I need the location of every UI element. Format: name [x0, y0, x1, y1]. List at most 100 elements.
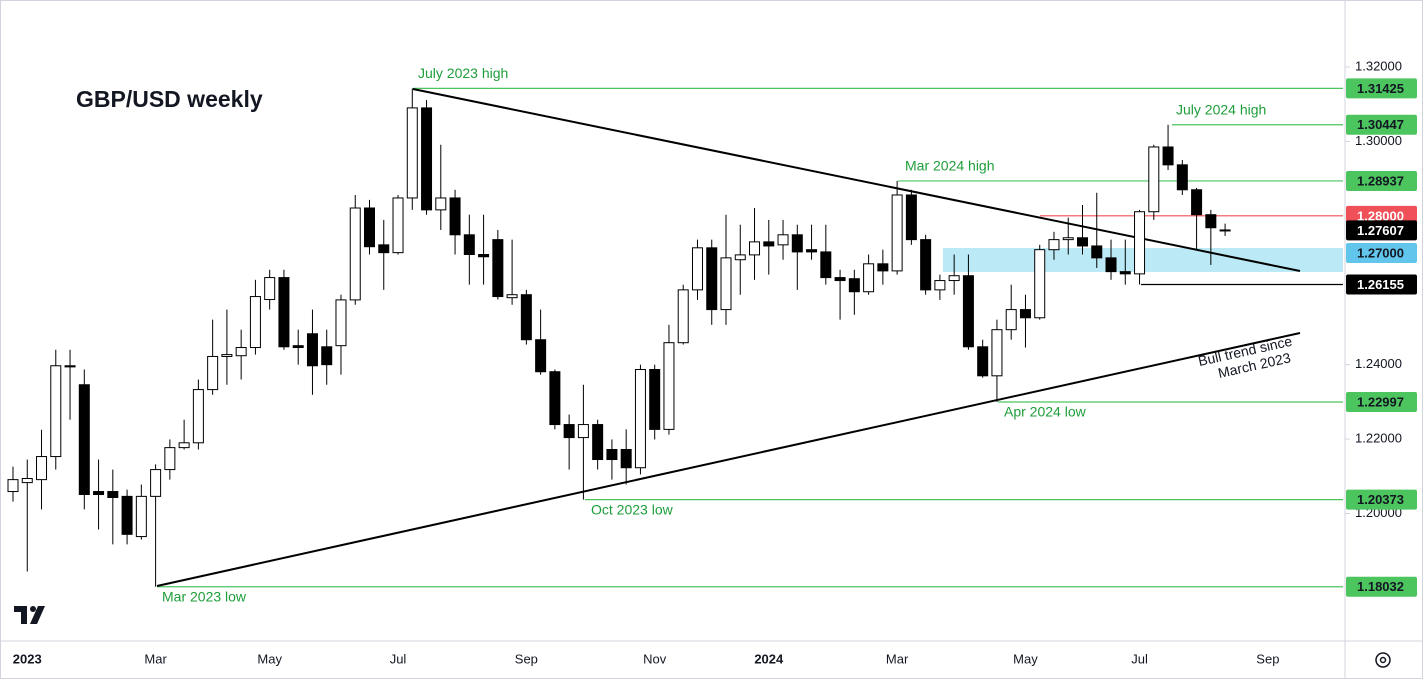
candle-body	[21, 478, 33, 484]
candle-body	[1105, 257, 1117, 273]
candle-body	[606, 448, 618, 461]
levels: July 2023 high July 2024 high Mar 2024 hig…	[157, 65, 1343, 604]
candle-body	[392, 197, 404, 254]
candle-body	[677, 289, 689, 344]
candle-body	[663, 342, 675, 430]
candle-body	[1019, 309, 1031, 319]
candle-body	[848, 278, 860, 293]
candle-body	[107, 491, 119, 498]
candle-body	[634, 368, 646, 469]
candle-body	[135, 495, 147, 538]
price-label-box	[1346, 243, 1417, 264]
candles	[7, 88, 1231, 587]
candle-body	[435, 197, 447, 211]
candle-body	[292, 345, 304, 349]
price-label-box	[1346, 576, 1417, 597]
price-label: 1.28937	[1357, 173, 1404, 188]
price-label: 1.30447	[1357, 117, 1404, 132]
price-label: 1.20373	[1357, 492, 1404, 507]
candle-body	[235, 347, 247, 357]
price-label-box	[1346, 274, 1417, 295]
candle-body	[463, 234, 475, 256]
price-label-box	[1346, 170, 1417, 191]
candle-body	[1062, 237, 1074, 241]
candle-body	[734, 254, 746, 261]
price-label-box	[1346, 391, 1417, 412]
candle-body	[834, 277, 846, 282]
candle-body	[93, 491, 105, 496]
candle-body	[1091, 245, 1103, 259]
candle-body	[7, 479, 19, 493]
candle-body	[78, 384, 90, 496]
x-tick-label: Mar	[144, 651, 167, 666]
candle-body	[378, 244, 390, 254]
candle-body	[549, 371, 561, 426]
candle-body	[920, 239, 932, 291]
candle-body	[264, 277, 276, 301]
x-tick-label: Mar	[886, 651, 909, 666]
price-label-box	[1346, 220, 1417, 241]
candle-body	[478, 254, 490, 258]
candle-body	[121, 495, 133, 535]
candle-body	[934, 280, 946, 291]
price-label: 1.18032	[1357, 579, 1404, 594]
candle-body	[577, 424, 589, 439]
candle-body	[777, 234, 789, 246]
y-tick-label: 1.22000	[1355, 431, 1402, 446]
price-label-box	[1346, 114, 1417, 135]
candle-body	[763, 241, 775, 247]
y-tick-label: 1.24000	[1355, 356, 1402, 371]
candle-body	[791, 234, 803, 253]
candle-body	[306, 333, 318, 367]
candle-body	[150, 469, 162, 497]
price-label: 1.27607	[1357, 223, 1404, 238]
candle-body	[948, 275, 960, 282]
candle-body	[192, 389, 204, 444]
candle-body	[1077, 237, 1088, 247]
candle-body	[806, 249, 818, 253]
x-tick-label: May	[1013, 651, 1038, 666]
candle-body	[1119, 271, 1131, 275]
price-label: 1.26155	[1357, 277, 1404, 292]
x-tick-label: May	[257, 651, 282, 666]
x-tick-label: Sep	[1256, 651, 1279, 666]
candle-body	[321, 346, 333, 366]
candle-body	[50, 365, 62, 458]
candle-body	[1162, 146, 1174, 166]
candle-body	[962, 275, 974, 348]
candle-body	[1134, 211, 1146, 275]
candle-body	[349, 207, 361, 301]
candle-body	[364, 207, 375, 248]
candle-body	[706, 247, 718, 311]
candle-body	[905, 194, 917, 241]
x-tick-label: Jul	[390, 651, 407, 666]
settings-icon[interactable]	[1375, 652, 1391, 668]
level-note: Apr 2024 low	[1004, 404, 1087, 420]
candle-body	[449, 197, 461, 236]
candle-body	[820, 251, 832, 279]
candle-body	[1048, 239, 1060, 251]
x-tick-label: 2024	[754, 651, 784, 666]
candle-body	[749, 241, 761, 256]
candle-body	[64, 365, 76, 368]
candle-body	[520, 294, 532, 341]
x-tick-label: 2023	[13, 651, 42, 666]
level-note: Mar 2024 high	[905, 158, 995, 174]
candle-body	[563, 424, 575, 439]
candle-body	[506, 294, 518, 299]
price-label: 1.28000	[1357, 208, 1404, 223]
candle-body	[1148, 146, 1160, 213]
price-label: 1.31425	[1357, 81, 1404, 96]
candle-body	[649, 368, 661, 430]
candle-body	[863, 263, 875, 293]
price-label: 1.27000	[1357, 245, 1404, 260]
level-note: Mar 2023 low	[162, 588, 247, 604]
candle-body	[891, 194, 903, 272]
candle-body	[1191, 189, 1203, 216]
candle-body	[492, 239, 504, 298]
candle-body	[1005, 309, 1017, 331]
x-tick-label: Nov	[643, 651, 667, 666]
resistance-trendline	[412, 88, 1301, 272]
